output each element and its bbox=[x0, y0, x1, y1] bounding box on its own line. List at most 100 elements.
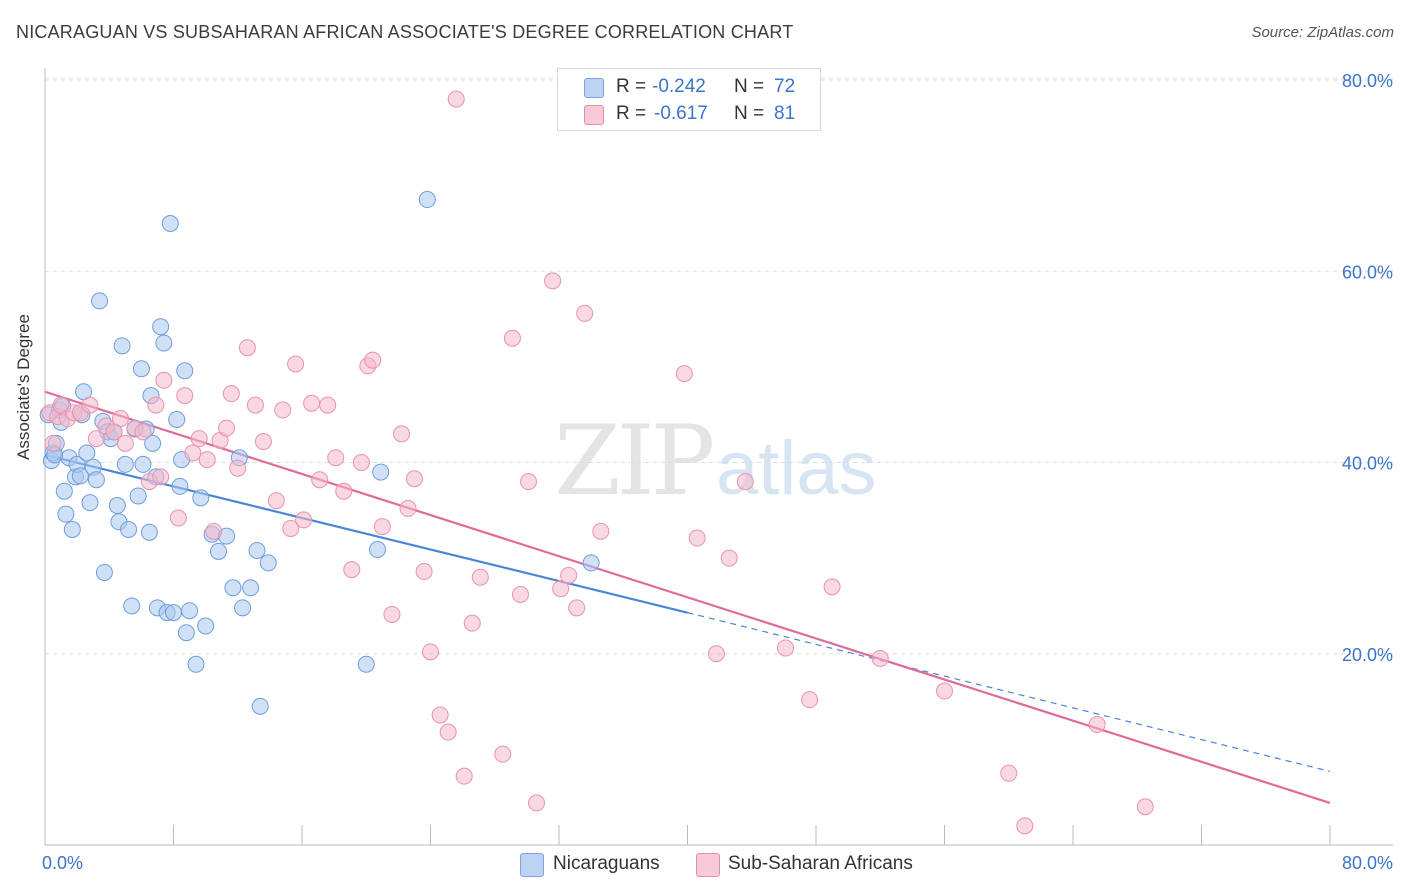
point-subsaharan bbox=[184, 444, 202, 462]
point-subsaharan bbox=[447, 90, 465, 108]
x-tick-label: 80.0% bbox=[1342, 853, 1393, 873]
point-subsaharan bbox=[169, 509, 187, 527]
gridlines bbox=[45, 77, 1393, 655]
point-subsaharan bbox=[152, 468, 170, 486]
point-subsaharan bbox=[1016, 817, 1034, 835]
point-nicaraguan bbox=[116, 455, 134, 473]
point-subsaharan bbox=[282, 519, 300, 537]
point-nicaraguan bbox=[176, 362, 194, 380]
y-tick-label: 80.0% bbox=[1342, 71, 1393, 91]
point-nicaraguan bbox=[234, 599, 252, 617]
legend-n-value: 81 bbox=[774, 103, 796, 124]
point-subsaharan bbox=[576, 304, 594, 322]
point-subsaharan bbox=[198, 451, 216, 469]
point-subsaharan bbox=[1088, 716, 1106, 734]
legend-row-nicaraguans: R = -0.242 N = 72 bbox=[558, 73, 820, 100]
point-nicaraguan bbox=[57, 505, 75, 523]
legend-n-value: 72 bbox=[774, 76, 796, 97]
point-subsaharan bbox=[274, 401, 292, 419]
point-nicaraguan bbox=[192, 489, 210, 507]
point-nicaraguan bbox=[129, 487, 147, 505]
point-nicaraguan bbox=[71, 467, 89, 485]
trend-line-nicaraguans-extension bbox=[687, 612, 1331, 772]
point-subsaharan bbox=[176, 387, 194, 405]
point-subsaharan bbox=[327, 449, 345, 467]
point-subsaharan bbox=[415, 563, 433, 581]
point-subsaharan bbox=[455, 767, 473, 785]
point-subsaharan bbox=[801, 691, 819, 709]
point-nicaraguan bbox=[242, 579, 260, 597]
point-subsaharan bbox=[675, 365, 693, 383]
point-subsaharan bbox=[463, 614, 481, 632]
point-subsaharan bbox=[393, 425, 411, 443]
point-subsaharan bbox=[439, 723, 457, 741]
point-subsaharan bbox=[134, 423, 152, 441]
point-subsaharan bbox=[311, 471, 329, 489]
legend-swatch-subsaharan bbox=[696, 853, 720, 877]
point-subsaharan bbox=[352, 454, 370, 471]
x-tick-label: 0.0% bbox=[42, 853, 83, 873]
legend-n-label: N = bbox=[734, 103, 765, 124]
point-subsaharan bbox=[190, 430, 208, 448]
point-subsaharan bbox=[544, 272, 562, 290]
point-subsaharan bbox=[823, 578, 841, 596]
point-subsaharan bbox=[552, 580, 570, 598]
point-nicaraguan bbox=[372, 463, 390, 481]
point-nicaraguan bbox=[63, 520, 81, 538]
trend-line-subsaharan bbox=[44, 390, 1331, 804]
point-nicaraguan bbox=[582, 554, 600, 572]
y-tick-label: 20.0% bbox=[1342, 645, 1393, 665]
point-subsaharan bbox=[503, 329, 521, 347]
point-subsaharan bbox=[155, 371, 173, 389]
point-subsaharan bbox=[1136, 798, 1154, 816]
point-subsaharan bbox=[422, 643, 439, 661]
y-tick-label: 60.0% bbox=[1342, 262, 1393, 282]
point-subsaharan bbox=[688, 529, 706, 547]
point-subsaharan bbox=[736, 473, 754, 491]
point-nicaraguan bbox=[140, 523, 158, 541]
legend-n-label: N = bbox=[734, 76, 765, 97]
point-nicaraguan bbox=[177, 624, 195, 642]
point-subsaharan bbox=[218, 419, 236, 437]
legend-swatch-nicaraguans bbox=[584, 78, 604, 98]
y-tick-label: 40.0% bbox=[1342, 454, 1393, 474]
point-nicaraguan bbox=[152, 318, 170, 336]
point-subsaharan bbox=[871, 650, 889, 668]
point-subsaharan bbox=[335, 482, 353, 500]
point-subsaharan bbox=[936, 682, 953, 700]
point-subsaharan bbox=[511, 585, 529, 603]
point-nicaraguan bbox=[418, 191, 436, 209]
point-subsaharan bbox=[238, 339, 256, 357]
point-subsaharan bbox=[364, 351, 382, 369]
legend-r-label: R = bbox=[616, 76, 647, 97]
point-subsaharan bbox=[519, 473, 537, 491]
point-subsaharan bbox=[528, 794, 546, 812]
legend-label-nicaraguans: Nicaraguans bbox=[553, 853, 660, 874]
chart-title: NICARAGUAN VS SUBSAHARAN AFRICAN ASSOCIA… bbox=[16, 22, 794, 42]
point-subsaharan bbox=[405, 470, 423, 488]
point-subsaharan bbox=[592, 522, 610, 540]
correlation-legend: R = -0.242 N = 72 R = -0.617 N = 81 bbox=[557, 68, 821, 131]
point-nicaraguan bbox=[132, 360, 150, 378]
data-points bbox=[39, 90, 1154, 835]
point-subsaharan bbox=[707, 645, 725, 663]
point-nicaraguan bbox=[368, 541, 386, 559]
point-nicaraguan bbox=[168, 410, 186, 428]
point-nicaraguan bbox=[108, 497, 126, 515]
legend-swatch-nicaraguans bbox=[520, 853, 544, 877]
point-nicaraguan bbox=[123, 597, 141, 615]
point-subsaharan bbox=[205, 522, 223, 540]
point-nicaraguan bbox=[209, 542, 227, 560]
point-subsaharan bbox=[431, 706, 449, 724]
point-nicaraguan bbox=[91, 292, 109, 310]
point-nicaraguan bbox=[134, 455, 152, 473]
point-subsaharan bbox=[560, 566, 578, 584]
point-subsaharan bbox=[720, 549, 738, 567]
point-nicaraguan bbox=[357, 655, 375, 673]
legend-r-value: -0.242 bbox=[652, 76, 706, 97]
point-nicaraguan bbox=[224, 579, 242, 597]
point-nicaraguan bbox=[120, 520, 138, 538]
legend-row-subsaharan: R = -0.617 N = 81 bbox=[558, 100, 820, 127]
point-subsaharan bbox=[267, 492, 285, 510]
